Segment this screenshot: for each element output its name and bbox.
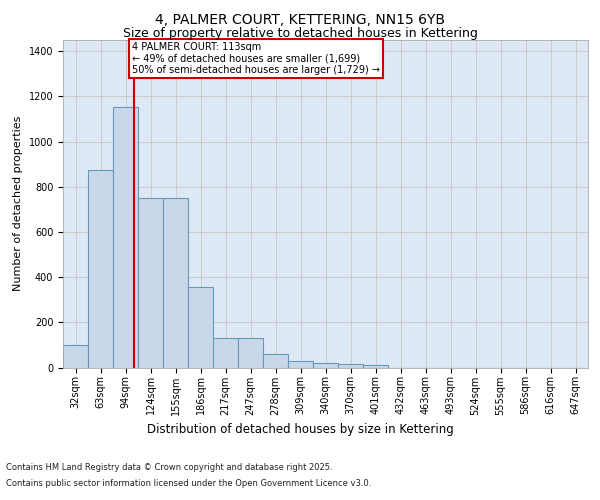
Bar bbox=[238, 338, 263, 368]
Bar bbox=[88, 170, 113, 368]
Bar bbox=[63, 345, 88, 368]
Bar bbox=[213, 338, 238, 368]
Bar bbox=[188, 288, 213, 368]
Text: Size of property relative to detached houses in Kettering: Size of property relative to detached ho… bbox=[122, 28, 478, 40]
Bar bbox=[363, 365, 388, 368]
Bar bbox=[313, 363, 338, 368]
Bar bbox=[163, 198, 188, 368]
Bar bbox=[288, 360, 313, 368]
Y-axis label: Number of detached properties: Number of detached properties bbox=[13, 116, 23, 292]
Text: 4 PALMER COURT: 113sqm
← 49% of detached houses are smaller (1,699)
50% of semi-: 4 PALMER COURT: 113sqm ← 49% of detached… bbox=[132, 42, 380, 75]
Text: Contains public sector information licensed under the Open Government Licence v3: Contains public sector information licen… bbox=[6, 478, 371, 488]
Text: Distribution of detached houses by size in Kettering: Distribution of detached houses by size … bbox=[146, 422, 454, 436]
Bar bbox=[338, 364, 363, 368]
Bar bbox=[113, 106, 138, 368]
Bar bbox=[138, 198, 163, 368]
Bar bbox=[263, 354, 288, 368]
Text: 4, PALMER COURT, KETTERING, NN15 6YB: 4, PALMER COURT, KETTERING, NN15 6YB bbox=[155, 12, 445, 26]
Text: Contains HM Land Registry data © Crown copyright and database right 2025.: Contains HM Land Registry data © Crown c… bbox=[6, 464, 332, 472]
